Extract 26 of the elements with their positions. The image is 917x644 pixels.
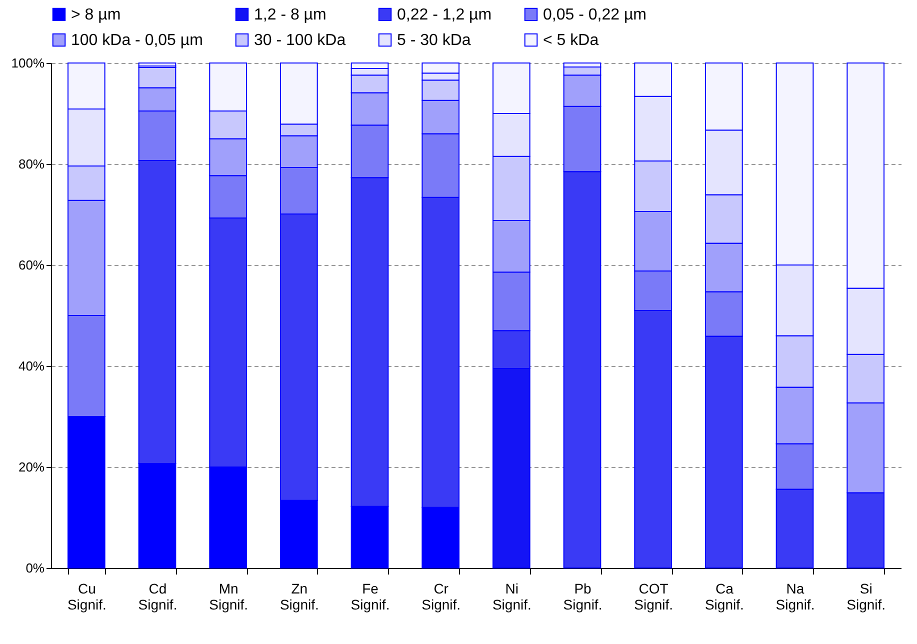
x-tick-label: Pb Signif. — [563, 580, 602, 612]
y-tick-label: 40% — [18, 358, 45, 374]
y-tick-label: 0% — [26, 560, 45, 576]
x-tick-label: COT Signif. — [634, 580, 674, 612]
x-tick-label: Mn Signif. — [209, 580, 248, 612]
x-tick-label: Si Signif. — [846, 580, 886, 612]
x-tick-label: Fe Signif. — [350, 580, 390, 612]
x-tick-label: Cd Signif. — [138, 580, 178, 612]
y-tick-label: 60% — [18, 258, 45, 272]
x-tick-label: Na Signif. — [776, 580, 815, 612]
y-tick-label: 100% — [11, 56, 45, 70]
legend-label: 0,22 - 1,2 µm — [397, 6, 492, 24]
x-tick-label: Zn Signif. — [280, 580, 319, 612]
x-tick-label: Cr Signif. — [422, 580, 461, 612]
x-tick-label: Ni Signif. — [492, 580, 532, 612]
x-tick-label: Ca Signif. — [704, 580, 744, 612]
y-tick-label: 20% — [18, 460, 45, 474]
legend-label: 1,2 - 8 µm — [254, 6, 326, 24]
legend-label: > 8 µm — [71, 6, 121, 24]
legend-label: < 5 kDa — [543, 32, 599, 49]
legend-label: 30 - 100 kDa — [254, 32, 346, 49]
y-tick-label: 80% — [18, 156, 45, 172]
legend-label: 5 - 30 kDa — [397, 32, 471, 49]
legend-label: 0,05 - 0,22 µm — [543, 6, 646, 24]
x-tick-label: Cu Signif. — [67, 580, 106, 612]
legend-label: 100 kDa - 0,05 µm — [71, 32, 203, 49]
